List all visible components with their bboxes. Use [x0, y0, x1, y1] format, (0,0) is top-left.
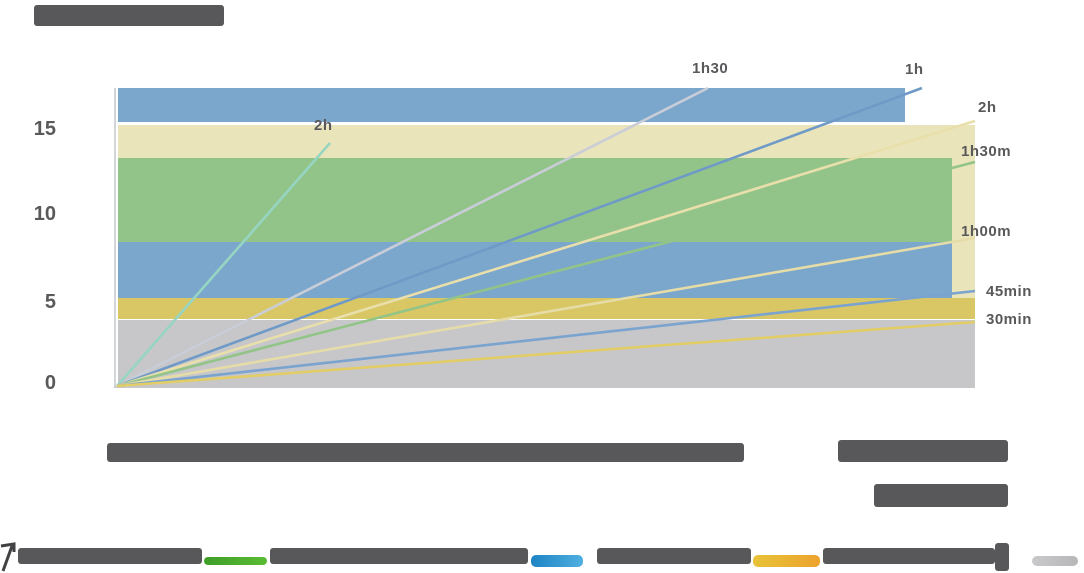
y-tick-10: 10: [33, 203, 56, 225]
legend-text-4: [823, 548, 995, 564]
legend-text-2: [270, 548, 528, 564]
band-blue-mid: [118, 242, 952, 298]
legend-text-tail-glyph: [995, 543, 1009, 571]
line-yellow-label: 30min: [986, 311, 1032, 328]
legend-text-1: [18, 548, 202, 564]
chart-title-block: [34, 5, 224, 26]
line-cream-lower-label: 1h00m: [961, 223, 1012, 240]
legend-text-3: [597, 548, 751, 564]
line-blue-shallow: [116, 289, 976, 388]
line-cream-upper-label: 2h: [978, 99, 997, 116]
line-blue-steep: [116, 86, 923, 388]
band-blue-top: [118, 88, 905, 122]
y-tick-0: 0: [44, 372, 56, 394]
x-axis-label-block: [107, 443, 744, 462]
line-yellow: [116, 320, 976, 388]
legend-key-green: [204, 557, 267, 565]
line-green-label: 1h30m: [961, 143, 1012, 160]
line-blue-shallow-label: 45min: [986, 283, 1032, 300]
line-lightgray: [116, 86, 709, 388]
line-cream-upper: [116, 119, 976, 388]
line-lightgray-label: 1h30: [692, 60, 729, 77]
legend-key-yellow: [753, 555, 820, 567]
line-green: [116, 160, 976, 388]
line-cream-lower: [116, 236, 976, 388]
legend-leading-glyph: [0, 542, 16, 572]
x-axis-note-line1: [838, 440, 1008, 462]
y-tick-15: 15: [33, 118, 56, 140]
line-blue-steep-label: 1h: [905, 61, 924, 78]
y-tick-5: 5: [44, 291, 56, 313]
line-teal: [116, 142, 331, 387]
x-axis-note-line2: [874, 484, 1008, 507]
legend-key-gray: [1032, 556, 1078, 566]
y-axis-spine: [114, 88, 116, 388]
legend-key-blue: [531, 555, 583, 567]
line-teal-label: 2h: [314, 117, 333, 134]
